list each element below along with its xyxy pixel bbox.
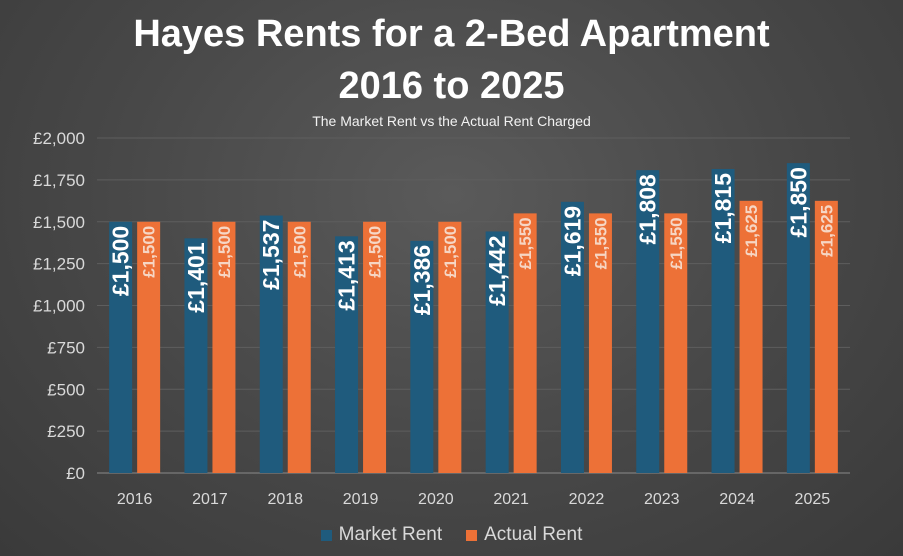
y-tick-label: £500 xyxy=(47,380,85,399)
data-label-market-rent: £1,808 xyxy=(635,174,661,245)
bar-market-rent xyxy=(560,201,584,473)
bar-actual-rent xyxy=(513,213,537,473)
x-tick-label: 2020 xyxy=(418,491,454,508)
legend-label-market-rent: Market Rent xyxy=(338,524,443,545)
bar-actual-rent xyxy=(588,213,612,473)
x-tick-label: 2017 xyxy=(192,491,228,508)
data-label-market-rent: £1,537 xyxy=(258,220,284,290)
y-tick-label: £1,500 xyxy=(33,213,85,232)
x-tick-label: 2016 xyxy=(117,491,153,508)
bar-actual-rent xyxy=(287,221,311,473)
y-tick-label: £250 xyxy=(47,422,85,441)
legend-item-actual-rent: Actual Rent xyxy=(466,524,582,546)
bar-market-rent xyxy=(259,215,283,474)
y-tick-label: £750 xyxy=(47,338,85,357)
data-label-market-rent: £1,442 xyxy=(484,235,510,305)
y-tick-label: £0 xyxy=(66,464,85,483)
data-label-market-rent: £1,815 xyxy=(710,173,736,244)
bar-actual-rent xyxy=(363,221,387,473)
bar-actual-rent xyxy=(212,221,236,473)
bar-market-rent xyxy=(109,221,133,473)
data-label-market-rent: £1,386 xyxy=(409,245,435,315)
data-label-actual-rent: £1,500 xyxy=(290,226,309,278)
data-label-market-rent: £1,619 xyxy=(559,206,585,276)
legend-item-market-rent: Market Rent xyxy=(320,524,443,546)
data-label-actual-rent: £1,500 xyxy=(441,226,460,278)
bar-market-rent xyxy=(711,168,735,474)
bar-market-rent xyxy=(184,238,208,473)
legend: Market Rent Actual Rent xyxy=(0,524,903,546)
data-label-actual-rent: £1,625 xyxy=(817,205,836,257)
data-label-market-rent: £1,413 xyxy=(334,240,360,310)
y-tick-label: £2,000 xyxy=(33,129,85,148)
data-label-actual-rent: £1,550 xyxy=(591,217,610,269)
bar-market-rent xyxy=(410,240,434,473)
x-tick-label: 2018 xyxy=(267,491,303,508)
chart-title: Hayes Rents for a 2-Bed Apartment xyxy=(133,13,770,55)
bar-market-rent xyxy=(636,170,660,473)
data-label-actual-rent: £1,550 xyxy=(667,217,686,269)
data-label-actual-rent: £1,500 xyxy=(140,226,159,278)
chart-title-years: 2016 to 2025 xyxy=(338,65,565,107)
data-label-market-rent: £1,401 xyxy=(183,242,209,313)
y-tick-label: £1,250 xyxy=(33,255,85,274)
data-label-actual-rent: £1,550 xyxy=(516,217,535,269)
bar-actual-rent xyxy=(438,221,462,473)
bar-actual-rent xyxy=(664,213,688,473)
bar-chart: £0 £250 £500 £750 £1,000 £1,250 £1,500 £1,750 £2… xyxy=(33,129,850,508)
legend-swatch-market-rent xyxy=(320,529,332,541)
data-label-market-rent: £1,500 xyxy=(108,226,134,296)
data-label-market-rent: £1,850 xyxy=(785,167,811,237)
y-tick-label: £1,000 xyxy=(33,297,85,316)
bar-actual-rent xyxy=(137,221,161,473)
x-tick-label: 2023 xyxy=(644,491,680,508)
legend-swatch-actual-rent xyxy=(466,529,478,541)
chart-subtitle: The Market Rent vs the Actual Rent Charg… xyxy=(312,113,591,129)
x-tick-label: 2024 xyxy=(719,491,755,508)
data-label-actual-rent: £1,625 xyxy=(742,205,761,257)
x-tick-label: 2025 xyxy=(795,491,831,508)
bar-market-rent xyxy=(335,236,359,473)
x-tick-label: 2019 xyxy=(343,491,379,508)
x-tick-label: 2022 xyxy=(569,491,605,508)
y-tick-label: £1,750 xyxy=(33,171,85,190)
bar-market-rent xyxy=(786,163,810,473)
data-label-actual-rent: £1,500 xyxy=(215,226,234,278)
legend-label-actual-rent: Actual Rent xyxy=(484,524,583,545)
bar-actual-rent xyxy=(739,200,763,473)
bar-actual-rent xyxy=(814,200,838,473)
bar-market-rent xyxy=(485,231,509,473)
data-label-actual-rent: £1,500 xyxy=(366,226,385,278)
x-tick-label: 2021 xyxy=(493,491,529,508)
